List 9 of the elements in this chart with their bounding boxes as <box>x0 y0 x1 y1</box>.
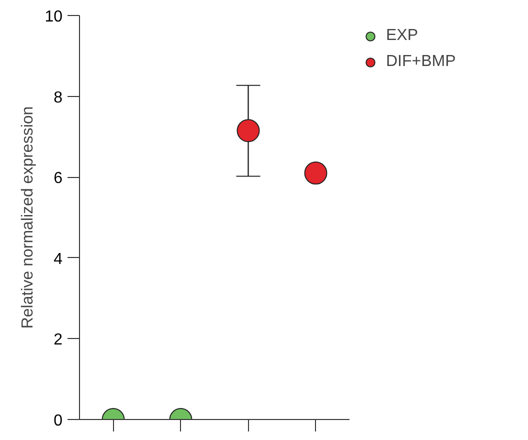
legend-label: EXP <box>386 27 418 45</box>
y-axis-title: Relative normalized expression <box>20 106 37 329</box>
legend-label: DIF+BMP <box>386 53 456 71</box>
y-tick-label: 10 <box>44 8 63 26</box>
y-tick-label: 2 <box>54 332 63 349</box>
y-tick-label: 4 <box>54 250 63 268</box>
y-tick-label: 0 <box>54 412 63 430</box>
y-tick-label: 6 <box>54 170 63 188</box>
y-tick-label: 8 <box>54 89 63 106</box>
